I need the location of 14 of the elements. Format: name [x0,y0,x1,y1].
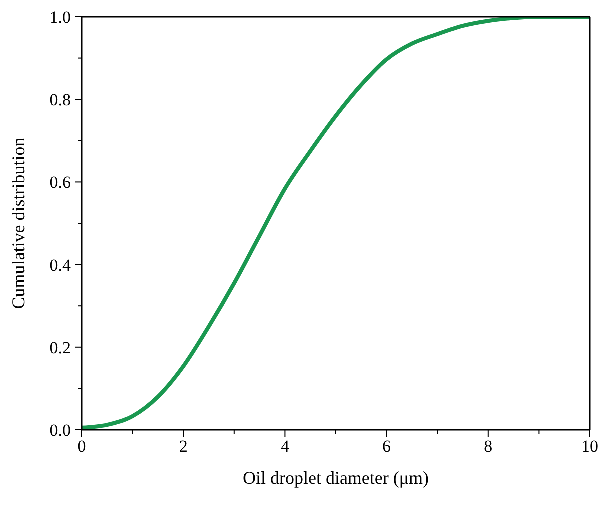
y-tick-label: 0.8 [50,90,71,110]
y-tick-label: 0.2 [50,338,71,358]
x-tick-label: 8 [484,437,493,456]
x-tick-label: 10 [582,437,598,456]
x-tick-label: 6 [382,437,392,456]
x-tick-label: 4 [280,437,290,456]
y-axis-title: Cumulative distribution [8,138,28,310]
y-tick-label: 0.4 [50,256,72,275]
x-tick-label: 2 [179,437,188,456]
y-tick-label: 0.0 [50,421,71,440]
y-tick-label: 1.0 [50,8,71,27]
x-axis-title: Oil droplet diameter (μm) [242,468,430,488]
y-tick-label: 0.6 [50,173,71,192]
x-tick-label: 0 [78,437,86,456]
